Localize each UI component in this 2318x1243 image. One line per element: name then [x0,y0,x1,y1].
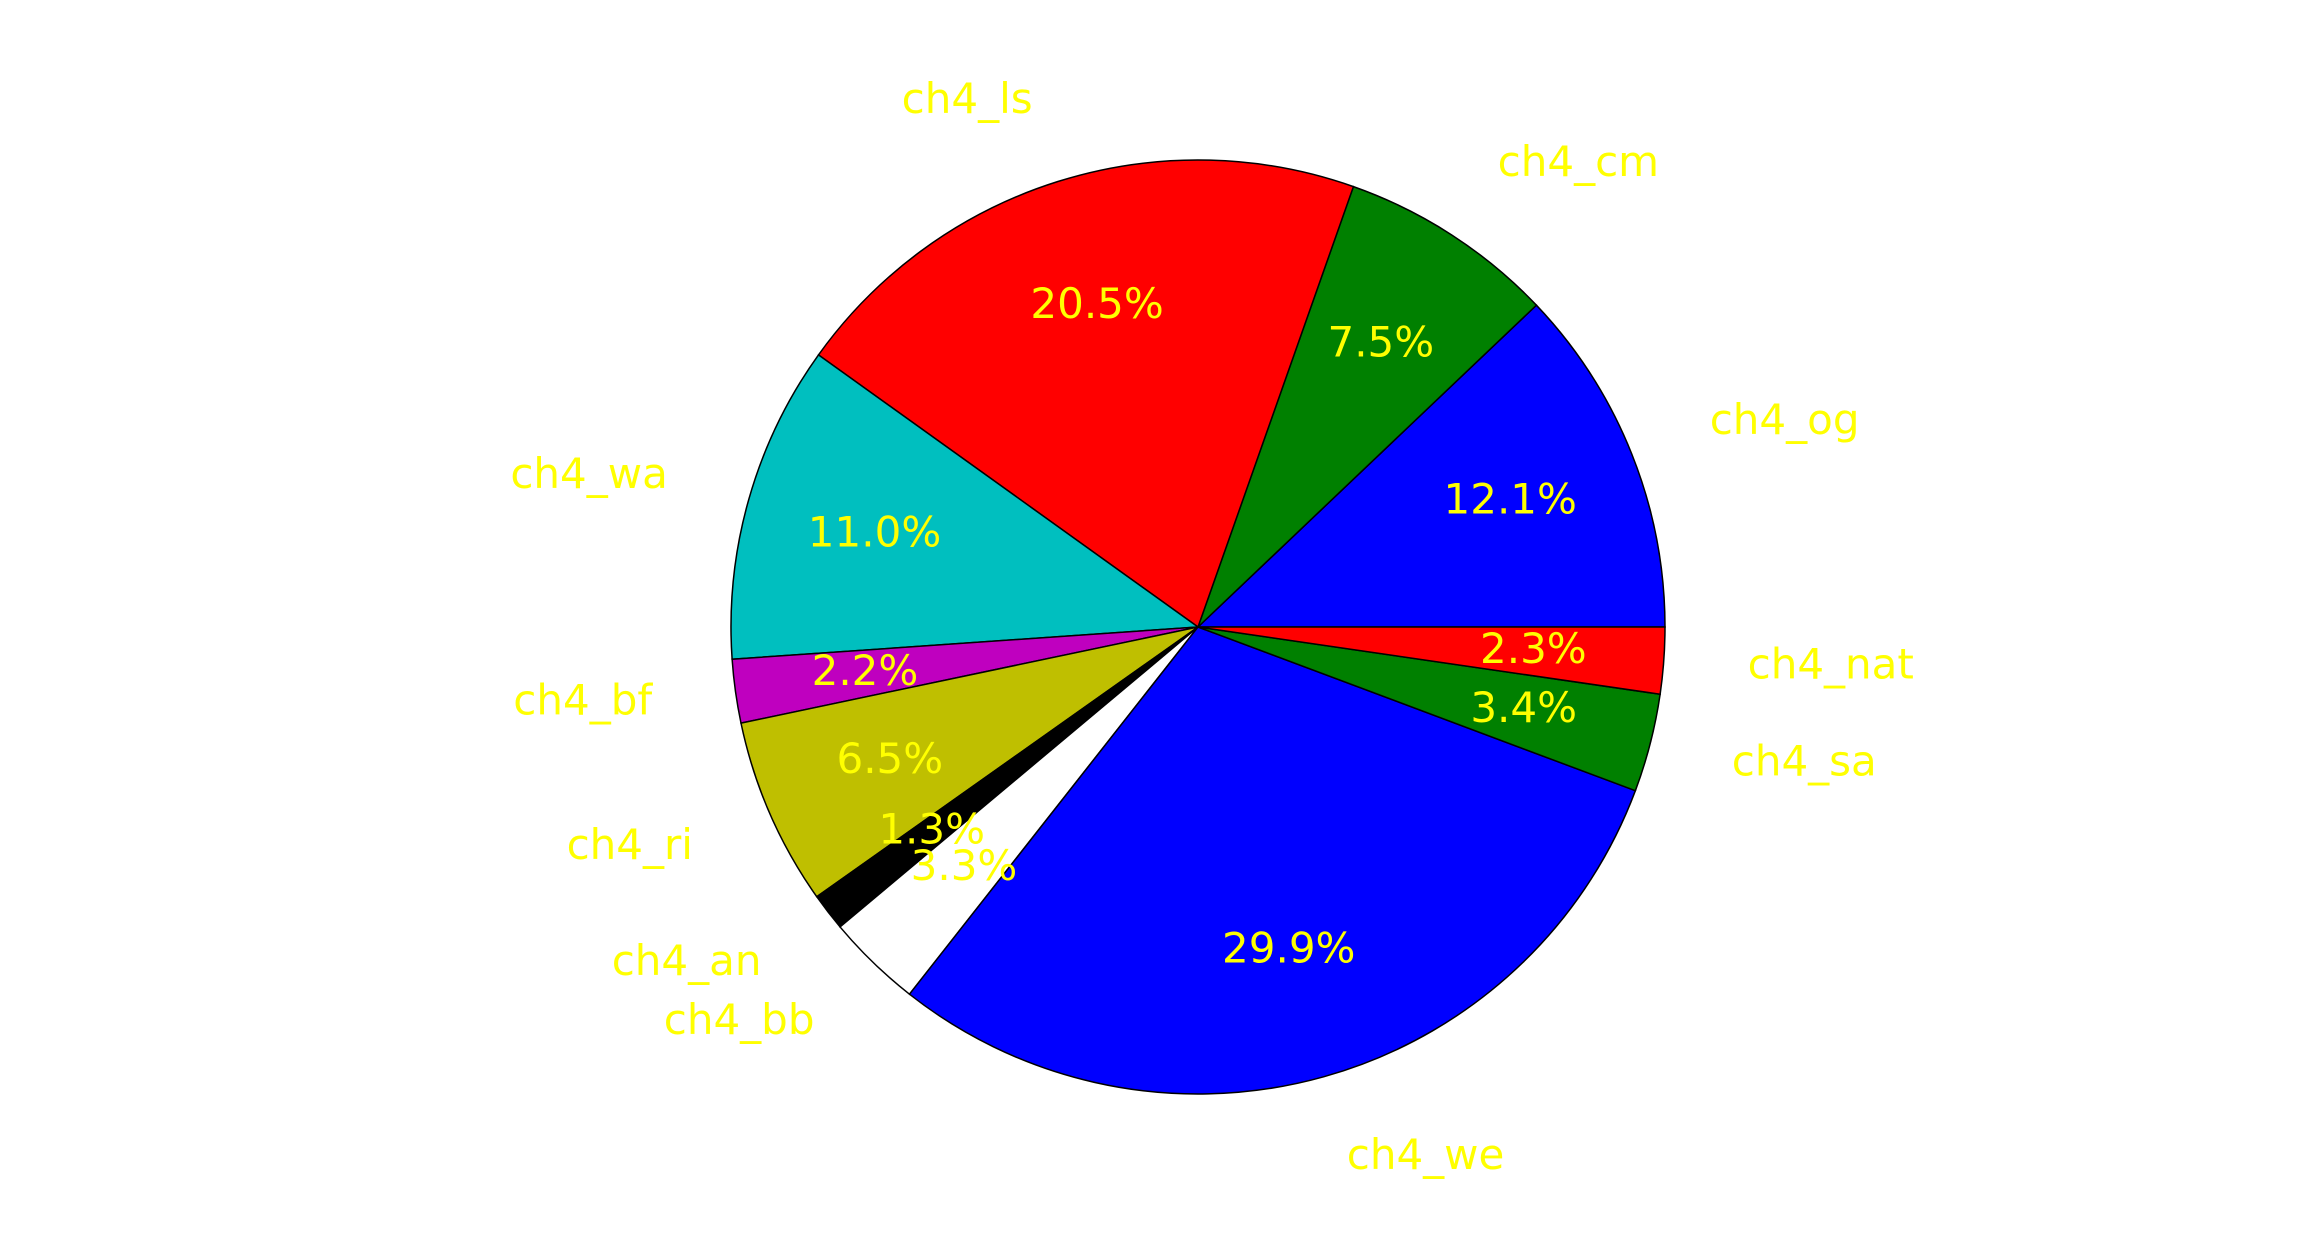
slice-label-ch4-bf: ch4_bf [513,675,653,724]
pie-slice-ch4-og [1196,304,1666,628]
slice-pct-ch4-og: 12.1% [1444,475,1577,524]
pie-slice-ch4-ls [817,159,1355,629]
slice-pct-ch4-nat: 2.3% [1480,624,1587,673]
slice-label-ch4-cm: ch4_cm [1498,137,1659,186]
pie-slice-ch4-ri [740,626,1199,898]
slice-pct-ch4-bf: 2.2% [812,646,919,695]
slice-pct-ch4-wa: 11.0% [808,508,941,557]
slice-pct-ch4-ls: 20.5% [1030,279,1163,328]
pie-slice-ch4-we [908,626,1637,1095]
slice-pct-ch4-cm: 7.5% [1327,317,1434,366]
slice-pct-ch4-sa: 3.4% [1470,683,1577,732]
slice-label-ch4-sa: ch4_sa [1732,737,1877,786]
pie-slice-ch4-cm [1197,185,1538,628]
slice-label-ch4-ls: ch4_ls [902,74,1033,123]
slice-pct-ch4-an: 1.3% [878,805,985,854]
slice-label-ch4-nat: ch4_nat [1748,639,1914,688]
pie-slice-ch4-nat [1197,626,1666,696]
slice-pct-ch4-we: 29.9% [1222,923,1355,972]
slice-label-ch4-we: ch4_we [1347,1130,1505,1179]
slice-pct-ch4-ri: 6.5% [836,734,943,783]
pie-slice-ch4-wa [730,353,1201,661]
slice-label-ch4-og: ch4_og [1710,395,1860,444]
slice-label-ch4-wa: ch4_wa [510,449,668,498]
slice-label-ch4-an: ch4_an [612,936,762,985]
slice-label-ch4-bb: ch4_bb [664,995,815,1044]
slice-pct-ch4-bb: 3.3% [911,841,1018,890]
slice-label-ch4-ri: ch4_ri [567,820,693,869]
